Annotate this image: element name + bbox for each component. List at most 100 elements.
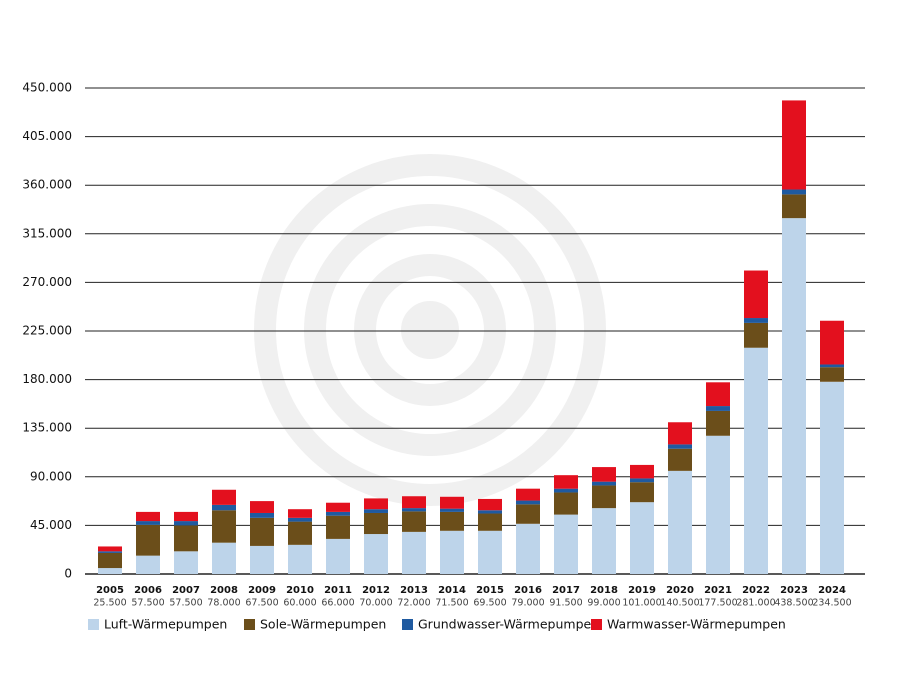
bar-segment — [136, 555, 160, 574]
bar-segment — [364, 512, 388, 535]
bar-segment — [706, 382, 730, 407]
x-tick-label: 2008 — [210, 585, 238, 596]
bar-segment — [440, 496, 464, 509]
x-tick-label: 2020 — [666, 585, 694, 596]
bar-segment — [288, 544, 312, 574]
total-label: 69.500 — [473, 598, 506, 609]
bar-segment — [668, 470, 692, 574]
legend-label: Warmwasser-Wärmepumpen — [607, 617, 786, 632]
bar-segment — [820, 367, 844, 382]
bar-segment — [288, 517, 312, 522]
x-tick-label: 2009 — [248, 585, 276, 596]
bar-segment — [516, 523, 540, 574]
bar-segment — [554, 475, 578, 489]
bar-segment — [516, 504, 540, 524]
bar-segment — [668, 422, 692, 445]
total-label: 25.500 — [93, 598, 126, 609]
x-tick-label: 2016 — [514, 585, 542, 596]
y-tick-label: 0 — [64, 567, 72, 581]
bar-segment — [98, 546, 122, 552]
bar-segment — [136, 524, 160, 556]
bar-segment — [136, 511, 160, 522]
bar-segment — [440, 511, 464, 531]
x-tick-label: 2006 — [134, 585, 162, 596]
bar-segment — [250, 517, 274, 546]
bar-segment — [706, 410, 730, 436]
total-label: 57.500 — [131, 598, 164, 609]
bar-segment — [250, 545, 274, 574]
bar-segment — [592, 508, 616, 574]
bar-segment — [782, 194, 806, 219]
bar-segment — [98, 551, 122, 553]
bar-segment — [478, 510, 502, 514]
bar-segment — [478, 498, 502, 511]
bar-segment — [478, 530, 502, 574]
y-tick-label: 180.000 — [22, 372, 72, 386]
total-label: 66.000 — [321, 598, 354, 609]
bar-segment — [212, 504, 236, 511]
bar-segment — [402, 508, 426, 512]
bar-segment — [668, 448, 692, 471]
total-label: 91.500 — [549, 598, 582, 609]
legend-swatch — [244, 619, 255, 630]
bar-segment — [288, 521, 312, 545]
x-tick-label: 2023 — [780, 585, 808, 596]
total-label: 140.500 — [660, 598, 699, 609]
y-tick-label: 360.000 — [22, 178, 72, 192]
bar-segment — [630, 464, 654, 479]
bar-segment — [478, 513, 502, 531]
bar-segment — [174, 551, 198, 574]
bar-segment — [554, 492, 578, 515]
bar-segment — [782, 189, 806, 195]
bar-segment — [364, 534, 388, 574]
y-tick-label: 315.000 — [22, 226, 72, 240]
bar-segment — [440, 530, 464, 574]
bar-segment — [402, 511, 426, 532]
bar-segment — [326, 502, 350, 512]
bar-segment — [744, 318, 768, 323]
x-tick-label: 2021 — [704, 585, 732, 596]
legend-label: Grundwasser-Wärmepumpen — [418, 617, 599, 632]
total-label: 57.500 — [169, 598, 202, 609]
bar-segment — [250, 512, 274, 518]
legend-label: Luft-Wärmepumpen — [104, 617, 227, 632]
bar-segment — [820, 320, 844, 365]
total-label: 438.500 — [774, 598, 813, 609]
total-label: 177.500 — [698, 598, 737, 609]
bar-segment — [288, 509, 312, 518]
bar-segment — [364, 509, 388, 513]
legend-label: Sole-Wärmepumpen — [260, 617, 386, 632]
bar-segment — [592, 485, 616, 509]
x-tick-label: 2017 — [552, 585, 580, 596]
y-tick-label: 90.000 — [30, 469, 72, 483]
bar-segment — [820, 364, 844, 368]
bar-segment — [326, 538, 350, 574]
bar-segment — [212, 489, 236, 505]
bar-segment — [744, 270, 768, 319]
bar-segment — [174, 521, 198, 526]
bar-segment — [516, 488, 540, 501]
bar-segment — [98, 552, 122, 569]
y-tick-label: 450.000 — [22, 81, 72, 95]
total-label: 99.000 — [587, 598, 620, 609]
bar-segment — [326, 511, 350, 516]
bar-segment — [440, 508, 464, 512]
x-tick-label: 2024 — [818, 585, 846, 596]
x-tick-label: 2011 — [324, 585, 352, 596]
bar-segment — [326, 515, 350, 539]
bar-segment — [402, 496, 426, 509]
total-label: 101.000 — [622, 598, 661, 609]
bar-segment — [516, 500, 540, 505]
bar-segment — [706, 435, 730, 574]
bar-segment — [592, 467, 616, 482]
bar-segment — [402, 531, 426, 574]
total-label: 72.000 — [397, 598, 430, 609]
total-label: 70.000 — [359, 598, 392, 609]
x-tick-label: 2012 — [362, 585, 390, 596]
total-label: 60.000 — [283, 598, 316, 609]
bar-segment — [630, 502, 654, 574]
total-label: 234.500 — [812, 598, 851, 609]
x-tick-label: 2013 — [400, 585, 428, 596]
x-tick-label: 2018 — [590, 585, 618, 596]
